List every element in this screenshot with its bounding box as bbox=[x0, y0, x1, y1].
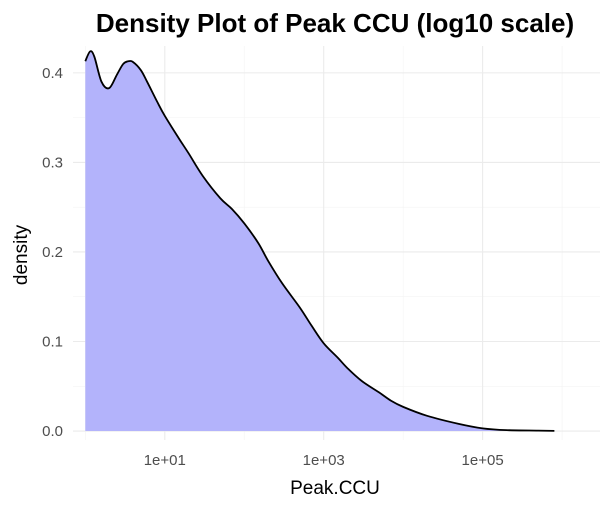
density-area bbox=[85, 51, 555, 432]
y-tick-label: 0.2 bbox=[42, 244, 63, 261]
y-tick-label: 0.3 bbox=[42, 154, 63, 171]
y-tick-labels: 0.0 0.1 0.2 0.3 0.4 bbox=[42, 65, 63, 440]
y-axis-title: density bbox=[11, 224, 32, 285]
y-tick-label: 0.1 bbox=[42, 334, 63, 351]
x-axis-title: Peak.CCU bbox=[290, 478, 380, 499]
x-tick-label: 1e+05 bbox=[462, 452, 504, 469]
x-tick-label: 1e+03 bbox=[303, 452, 345, 469]
y-tick-label: 0.0 bbox=[42, 423, 63, 440]
y-tick-label: 0.4 bbox=[42, 65, 63, 82]
x-tick-labels: 1e+01 1e+03 1e+05 bbox=[144, 452, 504, 469]
x-tick-label: 1e+01 bbox=[144, 452, 186, 469]
density-line bbox=[84, 50, 555, 432]
chart-title: Density Plot of Peak CCU (log10 scale) bbox=[96, 8, 574, 38]
